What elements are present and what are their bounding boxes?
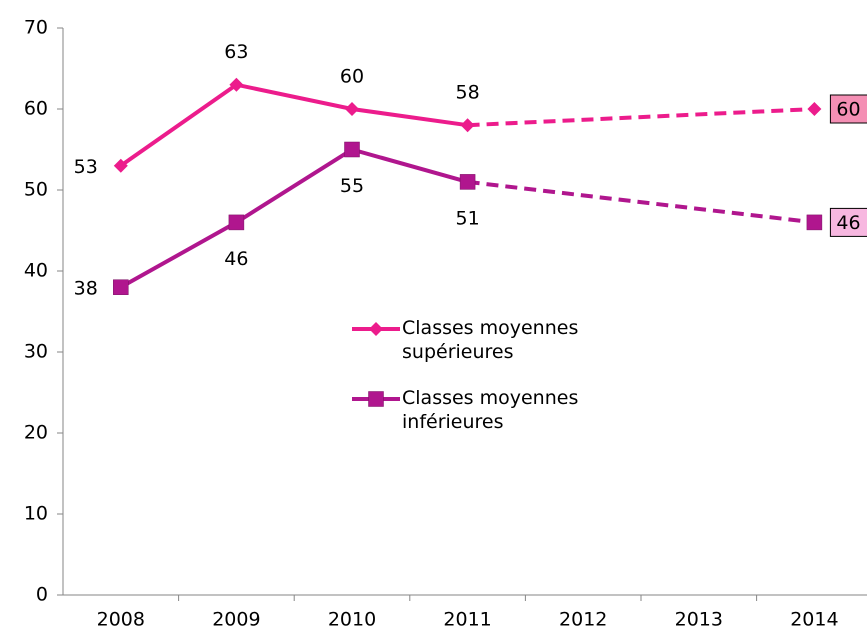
data-label: 38: [74, 278, 98, 300]
series-line-dashed: [467, 107, 815, 128]
x-tick-label: 2009: [212, 609, 260, 631]
x-tick-label: 2013: [675, 609, 723, 631]
y-tick-label: 60: [24, 98, 48, 120]
series-line: [119, 147, 469, 289]
y-tick-label: 20: [24, 422, 48, 444]
point: [345, 102, 359, 116]
x-tick-label: 2012: [559, 609, 607, 631]
point: [113, 279, 129, 295]
point: [460, 118, 475, 133]
x-tick-label: 2008: [97, 609, 145, 631]
y-tick-label: 70: [24, 17, 48, 39]
point: [113, 158, 128, 173]
y-tick-label: 30: [24, 341, 48, 363]
data-label: 60: [340, 66, 364, 88]
y-tick-label: 0: [36, 584, 48, 606]
data-label: 51: [456, 207, 480, 229]
legend-label: Classes moyennes supérieures: [402, 317, 579, 363]
x-tick-label: 2014: [790, 609, 838, 631]
data-label: 58: [456, 82, 480, 104]
x-tick-label: 2010: [328, 609, 376, 631]
legend-label: Classes moyennes inférieures: [402, 387, 579, 433]
data-label: 46: [224, 248, 248, 270]
data-label: 55: [340, 175, 364, 197]
data-label: 53: [74, 156, 98, 178]
x-tick-label: 2011: [443, 609, 491, 631]
y-tick-label: 50: [24, 179, 48, 201]
legend-marker: [368, 391, 384, 407]
point: [228, 214, 245, 231]
data-label: 63: [224, 41, 248, 63]
point: [344, 141, 360, 158]
data-label: 46: [836, 212, 860, 234]
y-tick-label: 10: [24, 503, 48, 525]
series-line-dashed: [467, 179, 815, 225]
data-label-box: [829, 207, 867, 237]
data-label: 60: [836, 99, 860, 121]
series-line: [119, 82, 468, 168]
data-label-box: [829, 94, 867, 124]
point: [459, 174, 476, 190]
legend-marker: [369, 322, 383, 336]
point: [807, 102, 822, 116]
point: [806, 214, 823, 231]
y-tick-label: 40: [24, 260, 48, 282]
point: [229, 77, 244, 92]
